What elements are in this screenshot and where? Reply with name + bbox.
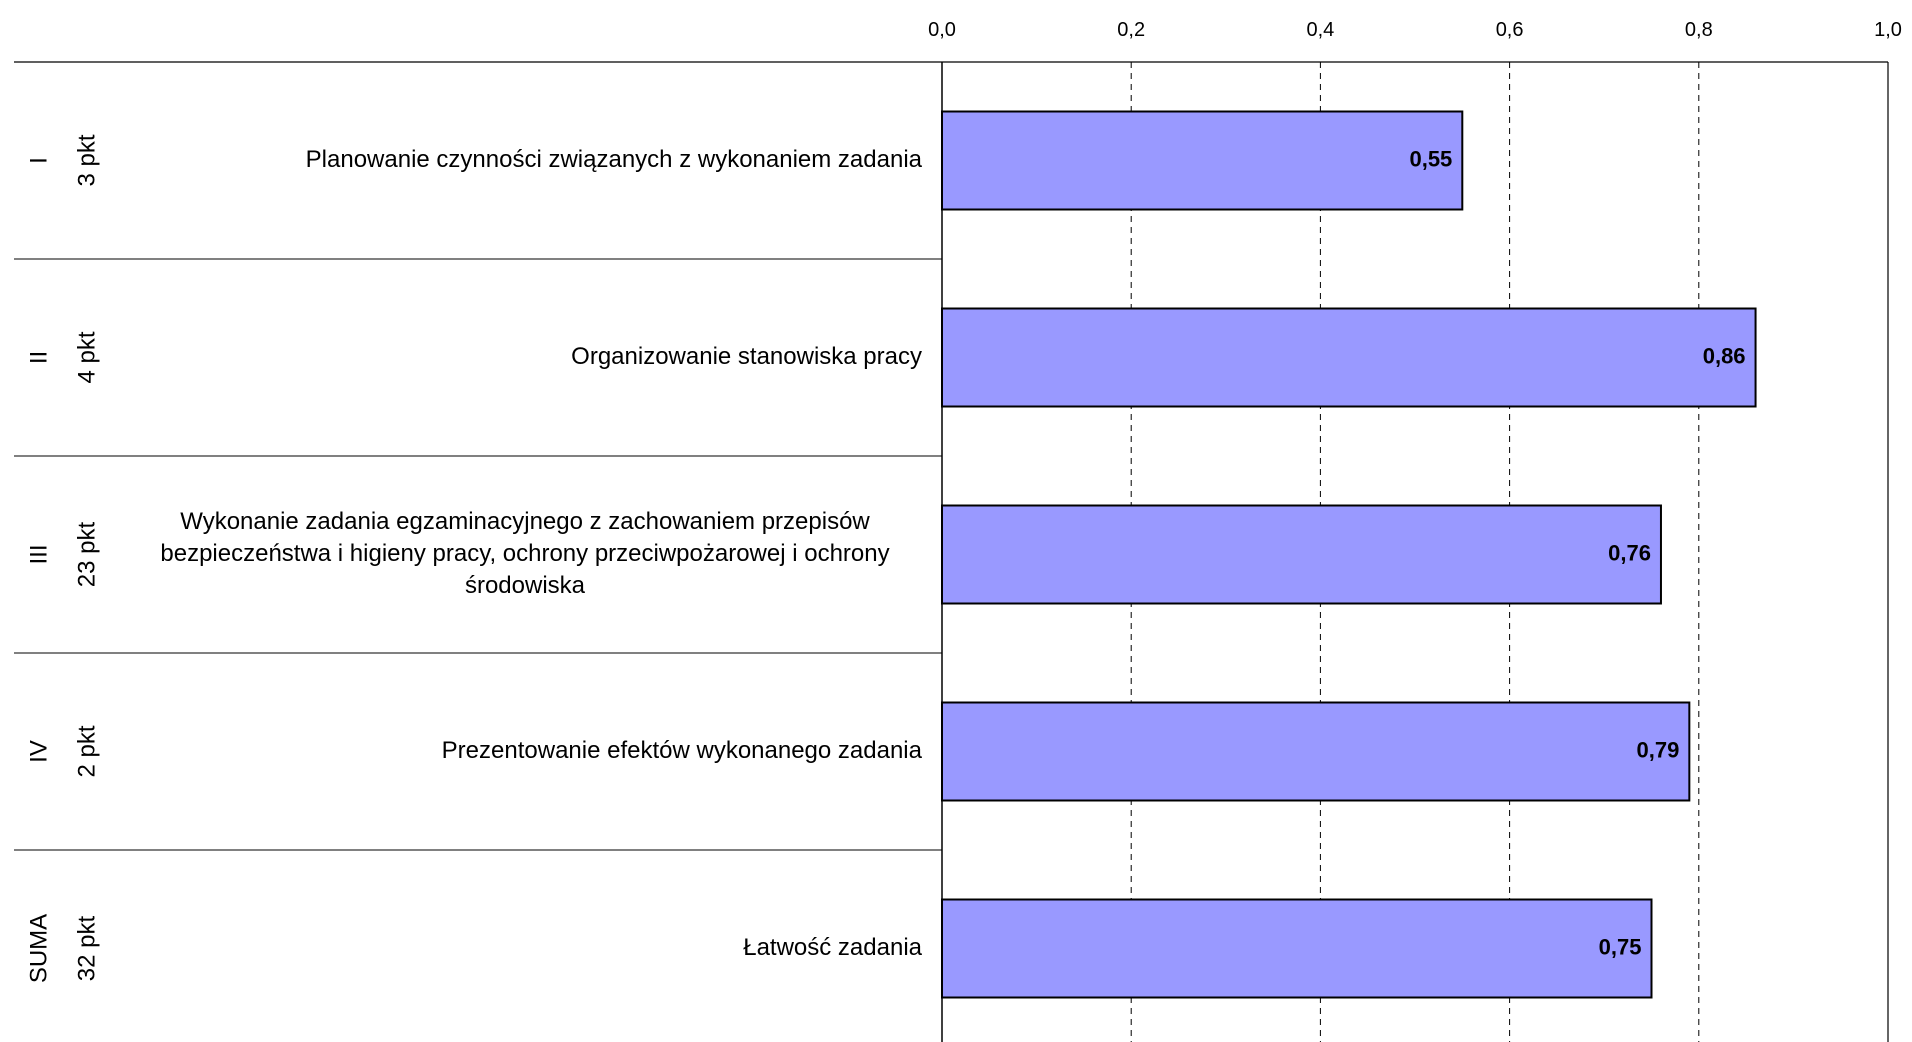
x-tick-label: 0,2 (1117, 19, 1145, 41)
category-label: Łatwość zadania (743, 934, 922, 961)
value-label: 0,55 (1409, 146, 1452, 171)
bar (941, 504, 1662, 605)
value-label: 0,75 (1599, 934, 1642, 959)
x-tick-label: 0,0 (928, 19, 956, 41)
x-tick-label: 0,4 (1306, 19, 1334, 41)
bar (941, 110, 1464, 211)
part-label: IV (25, 740, 52, 763)
points-label: 32 pkt (73, 915, 100, 981)
value-label: 0,86 (1703, 343, 1746, 368)
part-label: SUMA (25, 914, 52, 983)
x-tick-label: 1,0 (1874, 19, 1902, 41)
points-label: 23 pkt (73, 521, 100, 587)
part-label: I (25, 157, 52, 164)
category-label: Prezentowanie efektów wykonanego zadania (442, 737, 923, 764)
bar (941, 307, 1757, 408)
points-label: 4 pkt (73, 331, 100, 383)
points-label: 3 pkt (73, 134, 100, 186)
points-label: 2 pkt (73, 725, 100, 777)
category-label: środowiska (465, 572, 586, 599)
category-label: bezpieczeństwa i higieny pracy, ochrony … (160, 540, 889, 567)
part-label: III (25, 544, 52, 564)
part-label: II (25, 351, 52, 364)
category-label: Planowanie czynności związanych z wykona… (306, 146, 923, 173)
category-label: Wykonanie zadania egzaminacyjnego z zach… (180, 508, 870, 535)
bar (941, 701, 1691, 802)
value-label: 0,76 (1608, 540, 1651, 565)
value-label: 0,79 (1637, 737, 1680, 762)
x-tick-label: 0,8 (1685, 19, 1713, 41)
category-label: Organizowanie stanowiska pracy (571, 343, 922, 370)
bar (941, 898, 1653, 999)
x-tick-label: 0,6 (1496, 19, 1524, 41)
